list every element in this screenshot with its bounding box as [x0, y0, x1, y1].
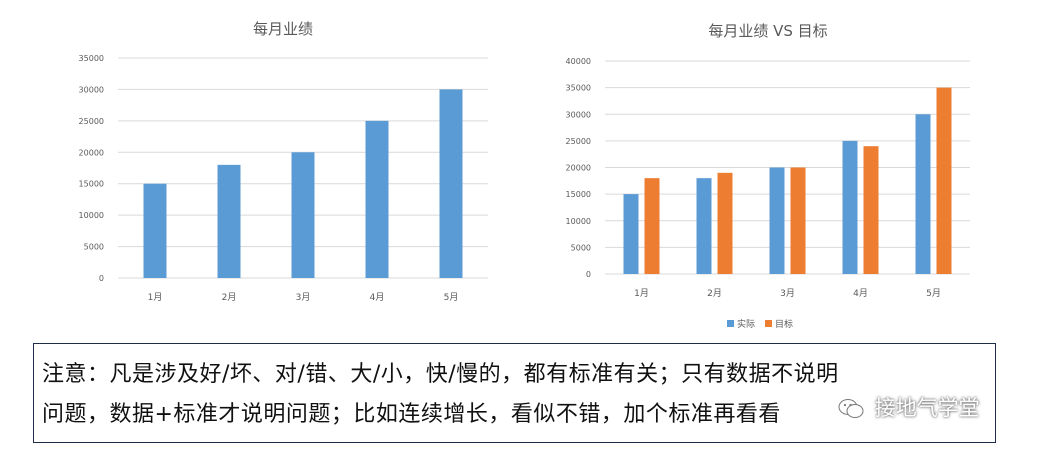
chart-performance-vs-target: 每月业绩 VS 目标 0 5000 10000 15000 20000 25000 30000… [566, 22, 970, 330]
wechat-logo-icon [838, 399, 864, 418]
x-tick-label: 5月 [444, 292, 459, 303]
chart-title: 每月业绩 VS 目标 [708, 22, 827, 40]
y-tick-label: 35000 [566, 84, 591, 93]
note-box: 注意：凡是涉及好/坏、对/错、大/小，快/慢的，都有标准有关；只有数据不说明 问… [33, 343, 996, 443]
legend-swatch [765, 320, 772, 327]
x-tick-label: 3月 [296, 292, 311, 303]
legend-swatch [727, 320, 734, 327]
watermark-text: 接地气学堂 [874, 396, 980, 420]
y-tick-label: 0 [99, 274, 104, 283]
x-tick-label: 4月 [370, 292, 385, 303]
bar-实际-4月 [842, 140, 858, 274]
bar-value-2月 [217, 164, 241, 278]
bar-目标-4月 [863, 146, 879, 274]
bar-目标-5月 [936, 87, 952, 274]
watermark: 接地气学堂 [838, 392, 980, 422]
y-tick-label: 10000 [566, 217, 591, 226]
bar-实际-5月 [915, 114, 931, 274]
x-tick-label: 2月 [222, 292, 237, 303]
y-tick-label: 0 [586, 270, 591, 279]
y-tick-label: 15000 [79, 180, 104, 189]
chart-title: 每月业绩 [253, 20, 313, 38]
x-tick-label: 1月 [634, 288, 649, 299]
note-line-2: 问题，数据+标准才说明问题；比如连续增长，看似不错，加个标准再看看 [42, 402, 781, 427]
x-tick-label: 5月 [926, 288, 941, 299]
note-line-1: 注意：凡是涉及好/坏、对/错、大/小，快/慢的，都有标准有关；只有数据不说明 [42, 362, 839, 387]
bar-实际-1月 [623, 194, 639, 274]
bar-目标-3月 [790, 167, 806, 274]
x-tick-label: 4月 [853, 288, 868, 299]
y-tick-label: 25000 [566, 137, 591, 146]
x-tick-label: 3月 [780, 288, 795, 299]
bar-value-4月 [365, 120, 389, 278]
legend-label: 目标 [775, 318, 793, 330]
y-tick-label: 35000 [79, 54, 104, 63]
y-tick-label: 30000 [566, 110, 591, 119]
bar-value-3月 [291, 152, 315, 278]
bar-实际-3月 [769, 167, 785, 274]
bar-value-1月 [143, 183, 167, 278]
bar-实际-2月 [696, 178, 712, 274]
y-tick-label: 5000 [84, 243, 104, 252]
bar-value-5月 [439, 89, 463, 278]
chart-monthly-performance: 每月业绩 0 5000 10000 15000 20000 25000 30000 35000 1… [79, 20, 488, 303]
bar-目标-1月 [644, 178, 660, 274]
y-tick-label: 25000 [79, 117, 104, 126]
y-tick-label: 10000 [79, 211, 104, 220]
bar-目标-2月 [717, 172, 733, 274]
y-tick-label: 40000 [566, 57, 591, 66]
y-tick-label: 15000 [566, 190, 591, 199]
y-tick-label: 30000 [79, 85, 104, 94]
x-tick-label: 2月 [707, 288, 722, 299]
y-tick-label: 20000 [79, 148, 104, 157]
x-tick-label: 1月 [148, 292, 163, 303]
legend-label: 实际 [737, 318, 755, 330]
y-tick-label: 20000 [566, 164, 591, 173]
y-tick-label: 5000 [571, 243, 591, 252]
